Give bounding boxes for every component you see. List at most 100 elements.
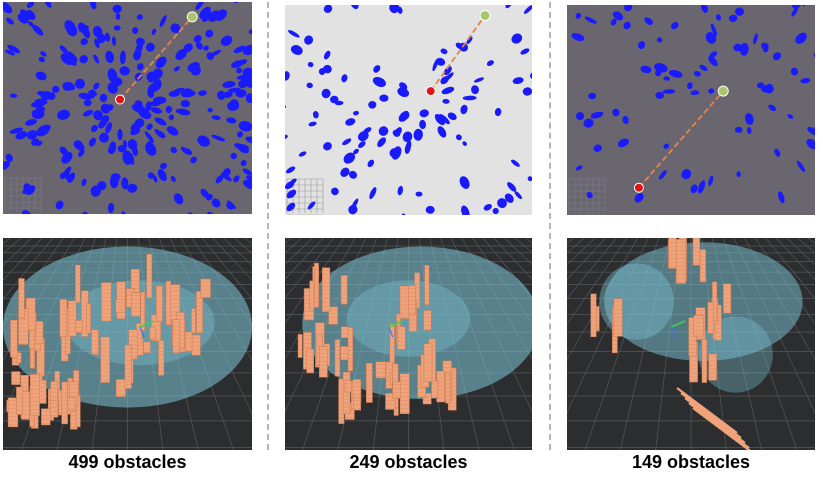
obstacle bbox=[617, 138, 629, 148]
obstacle bbox=[459, 176, 470, 189]
voxel-column bbox=[18, 278, 25, 319]
obstacle bbox=[193, 34, 202, 43]
obstacle bbox=[146, 123, 153, 130]
voxel-column bbox=[334, 339, 341, 377]
voxel-column bbox=[11, 371, 21, 385]
obstacle bbox=[3, 160, 10, 170]
obstacle bbox=[155, 56, 167, 69]
obstacle bbox=[157, 169, 167, 182]
obstacle bbox=[170, 146, 177, 154]
obstacle bbox=[119, 66, 130, 76]
obstacle bbox=[80, 38, 88, 46]
obstacle bbox=[81, 24, 91, 39]
voxel-debris bbox=[676, 387, 738, 434]
obstacle bbox=[160, 162, 167, 170]
obstacle bbox=[206, 194, 213, 201]
obstacle bbox=[440, 48, 448, 55]
obstacle bbox=[334, 100, 344, 106]
obstacle bbox=[708, 88, 715, 94]
obstacle bbox=[492, 207, 499, 215]
obstacle bbox=[234, 143, 245, 150]
obstacle bbox=[654, 63, 668, 73]
floor-grid-line bbox=[285, 238, 335, 299]
obstacle bbox=[211, 134, 226, 142]
floor-grid-line bbox=[3, 238, 54, 300]
obstacle bbox=[211, 115, 221, 121]
obstacle bbox=[146, 71, 157, 82]
obstacle bbox=[136, 14, 143, 21]
obstacle bbox=[66, 23, 78, 37]
obstacle bbox=[308, 121, 317, 127]
voxel-column bbox=[196, 291, 203, 333]
obstacle bbox=[59, 146, 69, 156]
obstacle bbox=[233, 175, 240, 183]
obstacle bbox=[419, 119, 427, 130]
floor-grid-line bbox=[212, 238, 252, 281]
obstacle bbox=[795, 32, 807, 44]
obstacle bbox=[392, 129, 401, 137]
floor-grid-line bbox=[743, 238, 815, 361]
obstacle bbox=[671, 21, 679, 30]
obstacle bbox=[170, 23, 181, 34]
obstacle bbox=[81, 211, 88, 214]
obstacle bbox=[340, 167, 350, 177]
voxel-column bbox=[59, 299, 68, 337]
obstacle bbox=[222, 81, 236, 88]
obstacle bbox=[83, 99, 92, 107]
obstacle bbox=[67, 172, 76, 183]
voxel-column bbox=[149, 326, 156, 340]
obstacle bbox=[460, 104, 468, 115]
obstacle bbox=[147, 172, 155, 179]
obstacle bbox=[180, 88, 193, 96]
obstacle bbox=[735, 7, 744, 16]
robot-axis bbox=[388, 326, 394, 338]
column-separator bbox=[267, 2, 269, 450]
obstacle bbox=[447, 112, 457, 121]
obstacle bbox=[32, 109, 45, 120]
obstacle bbox=[82, 109, 94, 117]
obstacle bbox=[165, 105, 173, 114]
obstacle bbox=[709, 51, 718, 58]
occupancy-field bbox=[302, 246, 532, 400]
obstacle bbox=[461, 205, 470, 215]
obstacle bbox=[318, 68, 326, 75]
obstacle bbox=[512, 77, 524, 85]
obstacle bbox=[20, 9, 31, 21]
obstacle bbox=[110, 77, 121, 83]
obstacle bbox=[37, 90, 46, 96]
obstacle bbox=[323, 50, 331, 60]
obstacle bbox=[744, 113, 754, 125]
obstacle bbox=[110, 173, 121, 181]
floor-grid-line bbox=[285, 238, 356, 360]
obstacle bbox=[151, 28, 157, 35]
obstacle bbox=[211, 198, 221, 208]
caption-249-obstacles: 249 obstacles bbox=[349, 452, 468, 472]
obstacle bbox=[668, 69, 683, 78]
obstacle bbox=[504, 193, 514, 203]
obstacle bbox=[330, 95, 339, 104]
obstacle bbox=[81, 178, 87, 187]
render-3d-view bbox=[3, 238, 252, 450]
robot-axis bbox=[670, 326, 676, 338]
obstacle bbox=[690, 90, 700, 96]
obstacle bbox=[341, 74, 348, 83]
planned-path bbox=[429, 14, 486, 92]
obstacle bbox=[397, 87, 410, 98]
obstacle bbox=[353, 148, 359, 155]
obstacle bbox=[122, 150, 133, 165]
obstacle bbox=[180, 146, 190, 155]
obstacle bbox=[119, 50, 126, 65]
obstacle bbox=[245, 136, 252, 144]
voxel-column bbox=[701, 338, 707, 383]
robot-axis bbox=[139, 320, 155, 328]
obstacle bbox=[215, 175, 224, 184]
obstacle bbox=[716, 14, 721, 21]
obstacle bbox=[634, 193, 644, 203]
voxel-column bbox=[344, 380, 352, 393]
obstacle bbox=[112, 4, 122, 14]
voxel-column bbox=[15, 352, 22, 364]
obstacle bbox=[195, 42, 204, 50]
obstacle bbox=[183, 43, 193, 53]
obstacle bbox=[3, 2, 13, 14]
floor-grid-line bbox=[285, 238, 324, 280]
